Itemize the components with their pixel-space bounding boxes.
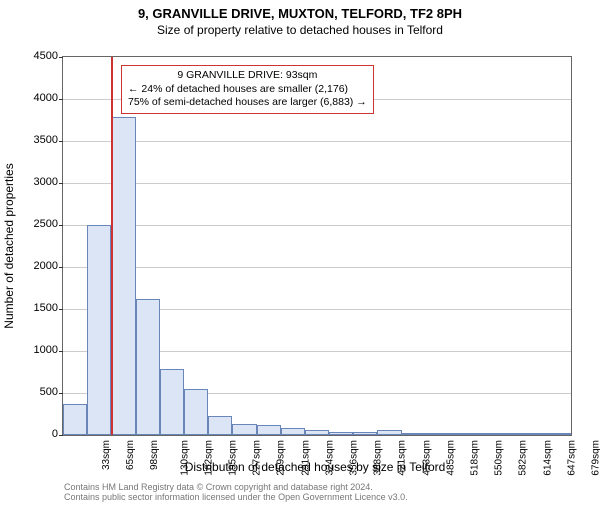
histogram-bar	[111, 117, 135, 435]
ytick-mark	[59, 57, 63, 58]
xtick-label: 518sqm	[470, 440, 481, 476]
ytick-mark	[59, 435, 63, 436]
histogram-bar	[160, 369, 184, 435]
ytick-label: 4000	[18, 92, 58, 104]
histogram-bar	[450, 433, 474, 435]
xtick-label: 291sqm	[300, 440, 311, 476]
histogram-bar	[136, 299, 160, 435]
chart-title-line2: Size of property relative to detached ho…	[0, 23, 600, 37]
histogram-bar	[498, 433, 522, 435]
ytick-label: 0	[18, 428, 58, 440]
xtick-label: 421sqm	[397, 440, 408, 476]
histogram-bar	[377, 430, 401, 435]
xtick-label: 162sqm	[203, 440, 214, 476]
chart-title-line1: 9, GRANVILLE DRIVE, MUXTON, TELFORD, TF2…	[0, 6, 600, 21]
ytick-mark	[59, 393, 63, 394]
xtick-label: 647sqm	[566, 440, 577, 476]
histogram-bar	[257, 425, 281, 435]
xtick-label: 388sqm	[373, 440, 384, 476]
ytick-label: 1000	[18, 344, 58, 356]
ytick-label: 3500	[18, 134, 58, 146]
property-marker-line	[111, 57, 113, 435]
ytick-label: 3000	[18, 176, 58, 188]
xtick-label: 324sqm	[324, 440, 335, 476]
chart-plot-area: 9 GRANVILLE DRIVE: 93sqm← 24% of detache…	[62, 56, 572, 436]
attribution-line2: Contains public sector information licen…	[64, 493, 408, 503]
xtick-label: 65sqm	[125, 440, 136, 470]
xtick-label: 98sqm	[149, 440, 160, 470]
ytick-mark	[59, 183, 63, 184]
annotation-line3: 75% of semi-detached houses are larger (…	[128, 96, 367, 110]
gridline	[63, 225, 571, 226]
histogram-bar	[208, 416, 232, 435]
xtick-label: 33sqm	[101, 440, 112, 470]
histogram-bar	[426, 433, 450, 435]
ytick-mark	[59, 225, 63, 226]
histogram-bar	[329, 432, 353, 435]
histogram-bar	[474, 433, 498, 435]
xtick-label: 614sqm	[542, 440, 553, 476]
histogram-bar	[63, 404, 87, 435]
attribution-text: Contains HM Land Registry data © Crown c…	[64, 483, 408, 503]
histogram-bar	[87, 225, 111, 435]
histogram-bar	[281, 428, 305, 435]
ytick-mark	[59, 141, 63, 142]
histogram-bar	[353, 432, 377, 435]
ytick-label: 2500	[18, 218, 58, 230]
annotation-line1: 9 GRANVILLE DRIVE: 93sqm	[128, 69, 367, 83]
ytick-label: 500	[18, 386, 58, 398]
xtick-label: 195sqm	[228, 440, 239, 476]
histogram-bar	[402, 433, 426, 435]
annotation-line2: ← 24% of detached houses are smaller (2,…	[128, 83, 367, 97]
xtick-label: 130sqm	[179, 440, 190, 476]
gridline	[63, 141, 571, 142]
histogram-bar	[305, 430, 329, 435]
y-axis-label: Number of detached properties	[2, 163, 16, 328]
xtick-label: 227sqm	[252, 440, 263, 476]
xtick-label: 356sqm	[349, 440, 360, 476]
ytick-mark	[59, 309, 63, 310]
xtick-label: 550sqm	[494, 440, 505, 476]
xtick-label: 679sqm	[590, 440, 600, 476]
ytick-mark	[59, 99, 63, 100]
histogram-bar	[547, 433, 571, 435]
histogram-bar	[184, 389, 208, 435]
xtick-label: 259sqm	[276, 440, 287, 476]
annotation-box: 9 GRANVILLE DRIVE: 93sqm← 24% of detache…	[121, 65, 374, 114]
ytick-mark	[59, 351, 63, 352]
xtick-label: 582sqm	[518, 440, 529, 476]
ytick-label: 1500	[18, 302, 58, 314]
histogram-bar	[523, 433, 547, 435]
ytick-label: 4500	[18, 50, 58, 62]
gridline	[63, 267, 571, 268]
ytick-label: 2000	[18, 260, 58, 272]
xtick-label: 453sqm	[421, 440, 432, 476]
ytick-mark	[59, 267, 63, 268]
gridline	[63, 183, 571, 184]
histogram-bar	[232, 424, 256, 435]
xtick-label: 485sqm	[445, 440, 456, 476]
